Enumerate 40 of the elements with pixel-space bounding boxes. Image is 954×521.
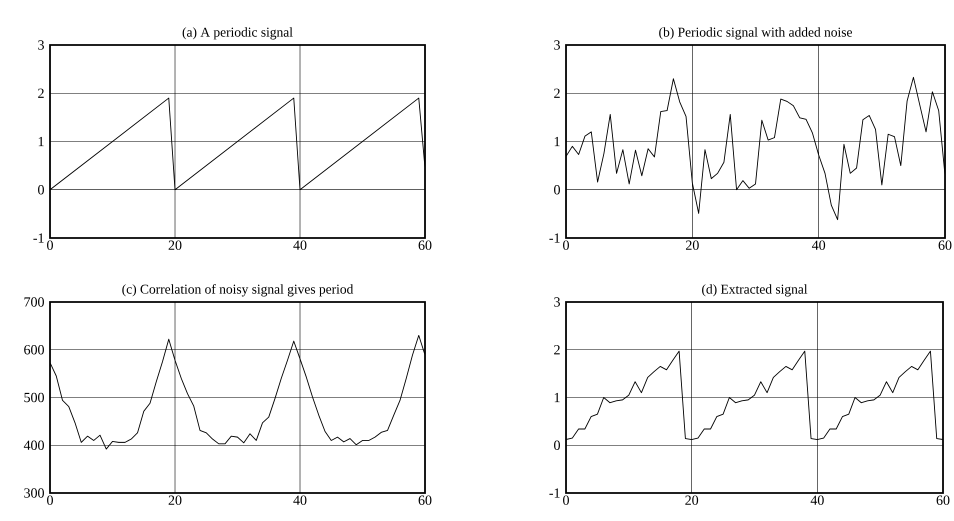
chart-title: (d) Extracted signal — [702, 284, 808, 296]
x-tick-label: 0 — [563, 240, 569, 250]
x-tick-label: 40 — [812, 240, 826, 250]
x-tick-label: 0 — [563, 496, 569, 505]
x-tick-label: 20 — [168, 240, 182, 250]
y-tick-label: 600 — [24, 345, 44, 354]
chart-title: (a) A periodic signal — [182, 27, 293, 40]
y-tick-label: 700 — [24, 297, 44, 307]
y-tick-label: 1 — [554, 392, 560, 402]
x-tick-label: 60 — [418, 496, 432, 505]
x-tick-label: 20 — [168, 496, 182, 505]
chart-title: (b) Periodic signal with added noise — [659, 27, 852, 40]
x-tick-label: 40 — [293, 496, 306, 505]
y-tick-label: 1 — [38, 136, 44, 146]
y-tick-label: 3 — [554, 297, 560, 307]
y-tick-label: 0 — [554, 440, 560, 450]
chart-title: (c) Correlation of noisy signal gives period — [122, 284, 354, 296]
y-tick-label: 2 — [554, 345, 560, 354]
y-tick-label: 300 — [24, 488, 44, 498]
y-tick-label: -1 — [549, 488, 560, 498]
y-tick-label: 400 — [24, 440, 44, 450]
y-tick-label: -1 — [33, 233, 44, 243]
x-tick-label: 60 — [936, 496, 950, 505]
y-tick-label: 0 — [38, 185, 44, 194]
x-tick-label: 20 — [686, 240, 699, 250]
y-tick-label: 3 — [38, 40, 44, 50]
x-tick-label: 40 — [810, 496, 824, 505]
x-tick-label: 60 — [418, 240, 432, 250]
x-tick-label: 40 — [293, 240, 306, 250]
x-tick-label: 20 — [685, 496, 698, 505]
y-tick-label: 2 — [38, 88, 44, 98]
y-tick-label: 500 — [24, 392, 44, 402]
x-tick-label: 0 — [47, 240, 53, 250]
x-tick-label: 60 — [938, 240, 952, 250]
y-tick-label: 0 — [554, 185, 560, 194]
y-tick-label: 2 — [554, 88, 560, 98]
y-tick-label: 1 — [554, 136, 560, 146]
y-tick-label: 3 — [554, 40, 560, 50]
y-tick-label: -1 — [549, 233, 560, 243]
x-tick-label: 0 — [47, 496, 53, 505]
